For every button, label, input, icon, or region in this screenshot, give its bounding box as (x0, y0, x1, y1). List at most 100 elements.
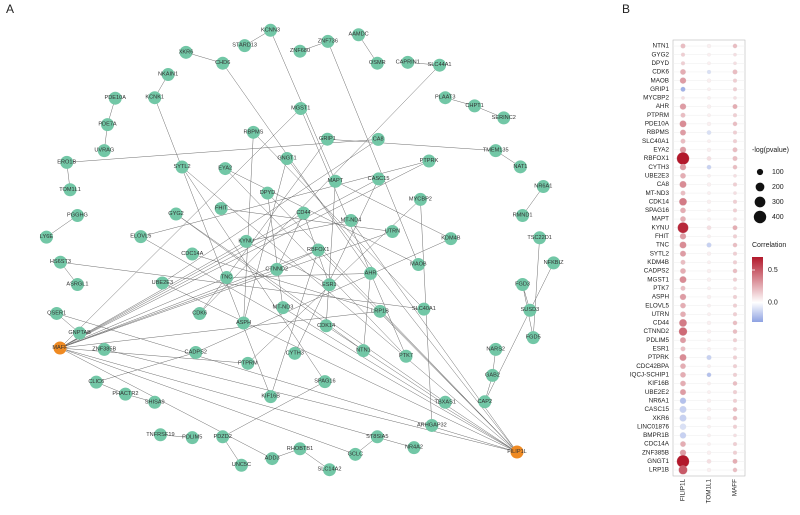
dot (707, 208, 711, 213)
node-label: KDM4B (441, 236, 461, 242)
dot (732, 415, 738, 421)
node-label: CLIC6 (88, 379, 104, 385)
dot (680, 190, 686, 196)
dot (706, 407, 712, 412)
dot (678, 465, 688, 475)
node-label: TNFRSF19 (146, 432, 174, 438)
gene-node (489, 342, 503, 356)
gene-node (148, 395, 162, 409)
dot (707, 173, 711, 178)
dot (679, 241, 687, 249)
node-label: CDC14A (181, 251, 203, 257)
gene-node (237, 316, 251, 330)
gene-node (100, 118, 114, 132)
gene-node (70, 278, 84, 292)
gene-node (319, 319, 333, 333)
size-legend-label: 100 (772, 169, 784, 176)
dot (706, 130, 712, 135)
gene-node (526, 331, 540, 345)
edge (246, 220, 352, 242)
dot (732, 320, 738, 326)
node-label: NARS2 (486, 346, 505, 352)
dot (707, 139, 711, 143)
edge (59, 241, 247, 349)
dot (732, 260, 738, 265)
dot (679, 180, 687, 188)
dot (707, 191, 711, 195)
dot (706, 182, 712, 187)
node-label: TMEM135 (483, 148, 509, 154)
color-tick-label: 0.0 (768, 299, 778, 306)
dot (732, 303, 738, 308)
dot (679, 293, 687, 301)
edge (246, 241, 330, 286)
node-label: GNPTAB (68, 330, 91, 336)
edge (225, 168, 407, 357)
row-label: KDM4B (647, 259, 669, 266)
dot (732, 407, 738, 412)
node-label: CDK6 (192, 310, 207, 316)
row-label: CYTH3 (648, 164, 669, 171)
dot (679, 432, 687, 439)
size-legend-label: 300 (772, 199, 784, 206)
gene-node (321, 34, 335, 48)
dot (706, 147, 712, 152)
node-label: CADPS2 (185, 349, 207, 355)
dot (706, 355, 712, 361)
dot (706, 164, 712, 170)
row-label: UBE2E2 (645, 389, 670, 396)
dot (707, 303, 711, 308)
size-legend-dot (753, 210, 767, 224)
dot (707, 364, 711, 368)
gene-node (293, 442, 307, 456)
gene-node (364, 266, 378, 280)
row-label: CDC42BPA (636, 363, 670, 370)
gene-node (270, 262, 284, 276)
gene-node (134, 230, 148, 244)
gene-node (401, 55, 415, 69)
gene-node (425, 418, 439, 432)
gene-node (489, 144, 503, 158)
edges (46, 30, 554, 470)
dot (707, 61, 711, 66)
gene-node (322, 278, 336, 292)
gene-node (547, 256, 561, 270)
row-label: UBE2E3 (645, 172, 670, 179)
dot (732, 398, 738, 403)
dot (706, 372, 712, 378)
node-label: UVRAG (94, 148, 114, 154)
gene-node (328, 174, 342, 188)
edge (282, 307, 518, 453)
dot (732, 121, 738, 127)
gene-node (246, 125, 260, 139)
node-label: GCLC (348, 451, 364, 457)
row-label: ESR1 (653, 346, 670, 353)
row-label: FHIT (655, 233, 669, 240)
gene-node (264, 390, 278, 404)
dot (679, 77, 687, 84)
dot (732, 355, 738, 360)
panel-label: B (622, 2, 630, 16)
gene-node (373, 304, 387, 318)
edge (181, 166, 518, 453)
row-label: MYCBP2 (643, 95, 669, 102)
edge (222, 381, 326, 438)
node-label: NR4A2 (405, 445, 423, 451)
node-label: NAT1 (513, 164, 527, 170)
dot (680, 371, 686, 378)
node-label: OSMR (369, 60, 386, 66)
edge (267, 192, 518, 453)
row-label: SPAG16 (645, 207, 670, 214)
node-label: CHPT1 (465, 103, 483, 109)
row-label: PDLIM5 (646, 337, 669, 344)
dot (680, 259, 686, 265)
edge (59, 347, 415, 448)
dot (707, 217, 711, 221)
node-label: PTK7 (399, 353, 413, 359)
gene-node (438, 395, 452, 409)
dot (680, 363, 686, 370)
gene-node (422, 154, 436, 168)
dot (679, 250, 687, 257)
dot (679, 146, 687, 154)
row-label: LINC01876 (637, 423, 669, 430)
